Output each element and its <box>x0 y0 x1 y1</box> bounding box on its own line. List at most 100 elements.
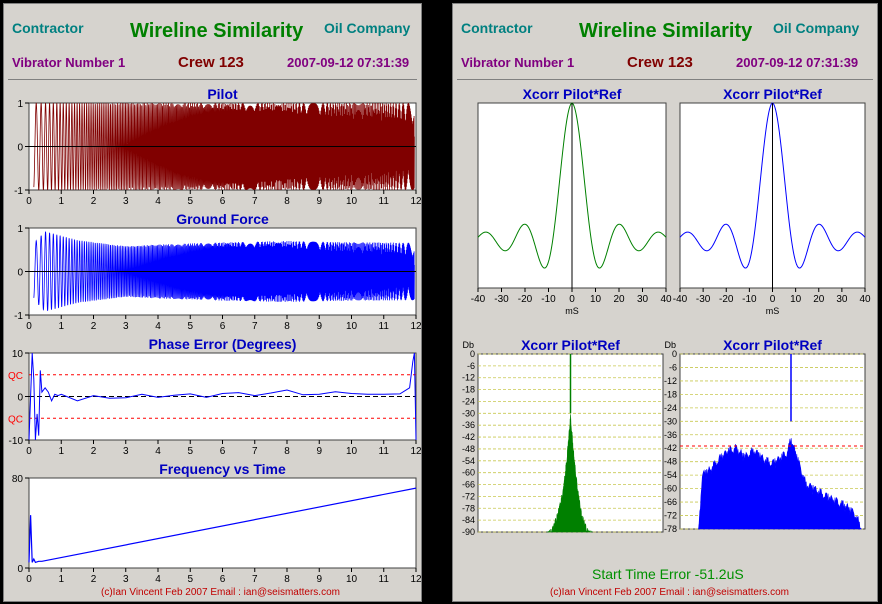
crew-label: Crew 123 <box>627 54 693 71</box>
x-axis-label: mS <box>766 306 780 316</box>
footer-credit: (c)Ian Vincent Feb 2007 Email : ian@seis… <box>101 587 340 598</box>
y-tick-label: -10 <box>9 436 24 447</box>
x-tick-label: 8 <box>284 321 290 332</box>
x-tick-label: 8 <box>284 196 290 207</box>
x-tick-label: -30 <box>696 294 711 305</box>
y-tick-label: 0 <box>17 393 23 404</box>
y-tick-label: 0 <box>17 268 23 279</box>
y-tick-label: -30 <box>664 416 677 426</box>
y-tick-label: -18 <box>664 389 677 399</box>
x-tick-label: 11 <box>379 196 390 207</box>
chart-title: Frequency vs Time <box>159 461 286 477</box>
x-tick-label: 11 <box>379 321 390 332</box>
x-tick-label: 0 <box>26 196 32 207</box>
qc-label: QC <box>8 414 23 425</box>
y-tick-label: -60 <box>664 484 677 494</box>
y-tick-label: -90 <box>462 527 475 537</box>
x-tick-label: 5 <box>187 196 193 207</box>
chart-xcorr-1: Xcorr Pilot*Ref -40 -30 -20 -10 0 10 20 30 40 mS <box>471 86 672 316</box>
x-tick-label: 40 <box>660 294 672 305</box>
series-line <box>33 231 415 311</box>
x-tick-label: 12 <box>410 446 422 457</box>
y-tick-label: -54 <box>664 470 677 480</box>
x-tick-label: 7 <box>252 196 258 207</box>
chart-xcorr-2: Xcorr Pilot*Ref -40 -30 -20 -10 0 10 20 30 40 mS <box>673 86 871 316</box>
vibrator-label: Vibrator Number 1 <box>461 55 575 70</box>
x-tick-label: 3 <box>123 196 129 207</box>
y-tick-label: -42 <box>664 443 677 453</box>
contractor-label: Contractor <box>12 20 84 36</box>
header-divider <box>457 79 873 80</box>
x-axis-label: mS <box>565 306 579 316</box>
x-tick-label: 12 <box>410 321 422 332</box>
x-tick-label: 4 <box>155 574 161 585</box>
x-tick-label: 30 <box>637 294 649 305</box>
y-tick-label: 0 <box>17 564 23 575</box>
y-tick-label: -48 <box>462 444 475 454</box>
x-tick-label: 6 <box>220 574 226 585</box>
series-line <box>33 102 415 191</box>
x-tick-label: 5 <box>187 574 193 585</box>
chart-spectrum-1: Xcorr Pilot*Ref Db0 -6 -12 -18-24 -30 -36 -42 -4… <box>462 337 664 537</box>
chart-title: Pilot <box>207 86 238 102</box>
x-tick-label: -20 <box>719 294 734 305</box>
x-tick-label: 10 <box>346 446 358 457</box>
x-tick-label: 5 <box>187 446 193 457</box>
left-panel: Contractor Wireline Similarity Oil Compa… <box>3 3 422 602</box>
x-tick-label: 9 <box>316 446 322 457</box>
x-tick-label: 1 <box>58 321 64 332</box>
x-tick-label: 10 <box>346 196 358 207</box>
datetime-label: 2007-09-12 07:31:39 <box>736 55 859 70</box>
x-tick-label: 10 <box>346 574 358 585</box>
chart-title: Xcorr Pilot*Ref <box>723 337 822 353</box>
x-tick-label: -40 <box>471 294 486 305</box>
x-tick-label: 7 <box>252 574 258 585</box>
x-tick-label: 11 <box>379 574 390 585</box>
series-line <box>28 487 417 564</box>
x-tick-label: -20 <box>518 294 533 305</box>
y-tick-label: -24 <box>462 396 475 406</box>
x-tick-label: 6 <box>220 196 226 207</box>
y-tick-label: -12 <box>462 373 475 383</box>
y-tick-label: 1 <box>17 99 23 110</box>
y-tick-label: -24 <box>664 403 677 413</box>
y-tick-label: -72 <box>462 491 475 501</box>
chart-title: Xcorr Pilot*Ref <box>723 86 822 102</box>
y-tick-label: 10 <box>12 349 24 360</box>
y-tick-label: -6 <box>669 362 677 372</box>
x-tick-label: 20 <box>813 294 825 305</box>
contractor-label: Contractor <box>461 20 533 36</box>
spectrum-area <box>698 438 862 530</box>
x-tick-label: -30 <box>494 294 509 305</box>
x-tick-label: 30 <box>836 294 848 305</box>
y-tick-label: -36 <box>462 420 475 430</box>
x-tick-label: -10 <box>541 294 556 305</box>
vibrator-label: Vibrator Number 1 <box>12 55 126 70</box>
y-tick-label: -66 <box>664 497 677 507</box>
x-tick-label: 20 <box>613 294 625 305</box>
y-tick-label: 1 <box>17 224 23 235</box>
y-tick-label: -78 <box>664 524 677 534</box>
y-tick-label: 0 <box>17 143 23 154</box>
y-tick-label: 80 <box>12 474 24 485</box>
y-tick-label: -66 <box>462 480 475 490</box>
start-time-error: Start Time Error -51.2uS <box>592 566 744 582</box>
x-tick-label: 2 <box>91 446 97 457</box>
x-tick-label: 10 <box>590 294 602 305</box>
chart-title: Ground Force <box>176 211 269 227</box>
y-tick-label: -48 <box>664 457 677 467</box>
x-tick-label: 6 <box>220 446 226 457</box>
x-tick-label: 8 <box>284 446 290 457</box>
chart-title: Xcorr Pilot*Ref <box>523 86 622 102</box>
x-tick-label: 0 <box>26 446 32 457</box>
x-tick-label: -10 <box>742 294 757 305</box>
plot-area <box>28 477 417 569</box>
x-tick-label: 0 <box>569 294 575 305</box>
x-tick-label: 2 <box>91 321 97 332</box>
x-tick-label: 2 <box>91 574 97 585</box>
